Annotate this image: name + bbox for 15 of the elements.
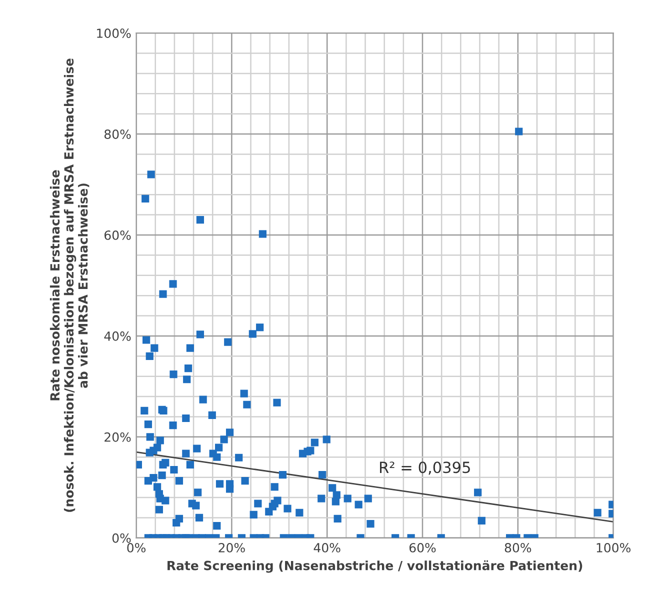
x-axis-title: Rate Screening (Nasenabstriche / vollstationäre Patienten) bbox=[168, 560, 582, 573]
x-tick-label: 20% bbox=[218, 542, 245, 552]
x-tick-label: 40% bbox=[314, 542, 340, 552]
y-tick-label: 20% bbox=[104, 432, 131, 442]
x-tick-label: 80% bbox=[504, 542, 532, 552]
annotation: R² = 0,0395 bbox=[380, 462, 470, 475]
x-tick-label: 100% bbox=[596, 542, 630, 552]
y-tick-label: 60% bbox=[104, 230, 131, 240]
y-tick-label: 0% bbox=[112, 533, 131, 543]
y-tick-label: 100% bbox=[97, 28, 131, 38]
y-tick-label: 80% bbox=[104, 129, 131, 139]
y-tick-label: 40% bbox=[104, 331, 131, 341]
x-tick-label: 60% bbox=[409, 542, 436, 552]
x-tick-label: 0% bbox=[127, 542, 146, 552]
y-axis-title: Rate nosokomiale Erstnachweise (nosok. Infektion/Kolonisation bezogen auf MRSA Erstnachweise ab vier MRSA Erstnachweise) bbox=[50, 58, 90, 512]
